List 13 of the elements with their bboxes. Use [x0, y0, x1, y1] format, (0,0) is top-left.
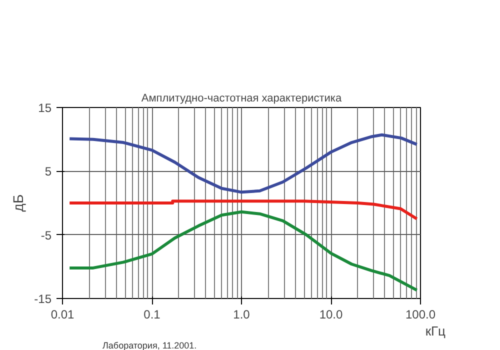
- y-tick-label: 5: [44, 164, 52, 179]
- x-tick-label: 100.0: [405, 308, 436, 322]
- y-tick-label: -15: [34, 292, 52, 306]
- x-tick-label: 10.0: [319, 308, 344, 322]
- y-axis-title: дБ: [10, 194, 26, 212]
- x-tick-label: 1.0: [233, 308, 250, 322]
- x-tick-label: 0.01: [50, 308, 75, 322]
- y-tick-label: 15: [38, 101, 52, 115]
- x-axis-title: кГц: [425, 324, 446, 338]
- chart-title: Амплитудно-частотная характеристика: [141, 92, 342, 104]
- text: Лаборатория, 11.2001.: [102, 340, 197, 350]
- x-tick-label: 0.1: [144, 308, 161, 322]
- y-tick-label: -5: [40, 228, 52, 242]
